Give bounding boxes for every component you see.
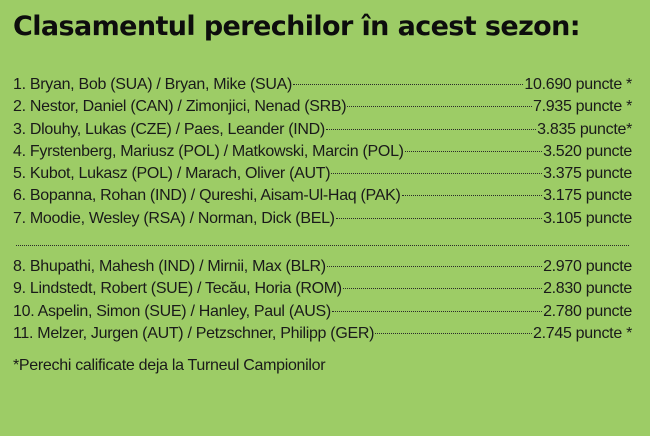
- pair-points: 3.835 puncte*: [537, 120, 632, 138]
- standings-row: 6. Bopanna, Rohan (IND) / Qureshi, Aisam…: [13, 185, 632, 207]
- dot-leader: [331, 173, 543, 175]
- pair-name: 10. Aspelin, Simon (SUE) / Hanley, Paul …: [13, 302, 331, 320]
- standings-row: 10. Aspelin, Simon (SUE) / Hanley, Paul …: [13, 301, 632, 323]
- pair-name: 6. Bopanna, Rohan (IND) / Qureshi, Aisam…: [13, 187, 401, 205]
- standings-row: 5. Kubot, Lukasz (POL) / Marach, Oliver …: [13, 163, 632, 185]
- pair-points: 3.375 puncte: [543, 165, 632, 183]
- dot-leader: [401, 195, 543, 197]
- dot-leader: [293, 84, 524, 85]
- pair-points: 2.970 puncte: [543, 258, 632, 276]
- pair-points: 7.935 puncte *: [533, 98, 632, 116]
- pair-points: 2.830 puncte: [543, 280, 632, 298]
- pair-points: 2.780 puncte: [543, 302, 632, 320]
- group-separator: [16, 244, 629, 247]
- dot-leader: [326, 266, 543, 268]
- pair-name: 11. Melzer, Jurgen (AUT) / Petzschner, P…: [13, 324, 375, 342]
- dot-leader: [325, 128, 537, 130]
- dot-leader: [331, 310, 543, 312]
- standings-row: 11. Melzer, Jurgen (AUT) / Petzschner, P…: [13, 323, 632, 345]
- footnote: *Perechi calificate deja la Turneul Camp…: [13, 357, 326, 375]
- standings-row: 9. Lindstedt, Robert (SUE) / Tecău, Hori…: [13, 278, 632, 300]
- pair-name: 4. Fyrstenberg, Mariusz (POL) / Matkowsk…: [13, 142, 404, 160]
- pair-name: 5. Kubot, Lukasz (POL) / Marach, Oliver …: [13, 165, 331, 183]
- pair-points: 3.105 puncte: [543, 209, 632, 227]
- dot-leader: [335, 217, 543, 219]
- standings-row: 8. Bhupathi, Mahesh (IND) / Mirnii, Max …: [13, 256, 632, 278]
- pair-name: 2. Nestor, Daniel (CAN) / Zimonjici, Nen…: [13, 98, 347, 116]
- standings-row: 7. Moodie, Wesley (RSA) / Norman, Dick (…: [13, 208, 632, 230]
- pair-name: 1. Bryan, Bob (SUA) / Bryan, Mike (SUA): [13, 76, 293, 93]
- dot-leader: [404, 150, 543, 152]
- pair-name: 9. Lindstedt, Robert (SUE) / Tecău, Hori…: [13, 280, 342, 298]
- pair-name: 7. Moodie, Wesley (RSA) / Norman, Dick (…: [13, 209, 335, 227]
- dot-leader: [342, 288, 543, 290]
- standings-row: 1. Bryan, Bob (SUA) / Bryan, Mike (SUA) …: [13, 74, 632, 96]
- standings-row: 3. Dlouhy, Lukas (CZE) / Paes, Leander (…: [13, 119, 632, 141]
- pair-name: 8. Bhupathi, Mahesh (IND) / Mirnii, Max …: [13, 258, 326, 276]
- pair-points: 3.520 puncte: [543, 142, 632, 160]
- pair-points: 2.745 puncte *: [533, 324, 632, 342]
- standings-row: 4. Fyrstenberg, Mariusz (POL) / Matkowsk…: [13, 141, 632, 163]
- standings-list-remaining-group: 8. Bhupathi, Mahesh (IND) / Mirnii, Max …: [13, 256, 632, 345]
- dot-leader: [347, 106, 532, 108]
- pair-name: 3. Dlouhy, Lukas (CZE) / Paes, Leander (…: [13, 120, 325, 138]
- dot-leader: [375, 332, 532, 334]
- pair-points: 10.690 puncte *: [524, 76, 632, 93]
- page-title: Clasamentul perechilor în acest sezon:: [13, 11, 581, 42]
- standings-list-qualified-group: 1. Bryan, Bob (SUA) / Bryan, Mike (SUA) …: [13, 74, 632, 230]
- standings-row: 2. Nestor, Daniel (CAN) / Zimonjici, Nen…: [13, 96, 632, 118]
- pair-points: 3.175 puncte: [543, 187, 632, 205]
